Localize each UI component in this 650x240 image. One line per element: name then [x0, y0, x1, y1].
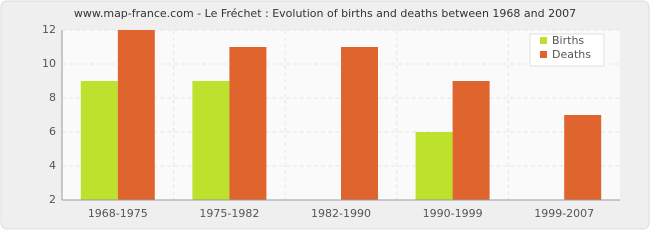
bar	[192, 81, 230, 200]
legend-label: Births	[552, 34, 584, 47]
y-tick-label: 10	[42, 57, 56, 70]
y-tick-label: 12	[42, 23, 56, 36]
x-tick-label: 1990-1999	[423, 207, 483, 220]
bar	[564, 115, 602, 200]
bar	[415, 132, 453, 200]
y-tick-label: 4	[49, 159, 56, 172]
bar	[229, 47, 267, 200]
legend-label: Deaths	[552, 48, 591, 61]
chart: www.map-france.com - Le Fréchet : Evolut…	[0, 0, 650, 230]
chart-title: www.map-france.com - Le Fréchet : Evolut…	[74, 7, 576, 20]
x-tick-label: 1968-1975	[88, 207, 148, 220]
bar	[117, 30, 155, 200]
x-tick-label: 1975-1982	[199, 207, 259, 220]
x-tick-label: 1982-1990	[311, 207, 371, 220]
bar	[341, 47, 378, 200]
legend-swatch	[540, 37, 547, 44]
y-tick-label: 6	[49, 125, 56, 138]
bar	[80, 81, 118, 200]
bar	[452, 81, 490, 200]
y-tick-label: 8	[49, 91, 56, 104]
y-tick-label: 2	[49, 193, 56, 206]
legend-swatch	[540, 51, 547, 58]
x-tick-label: 1999-2007	[534, 207, 594, 220]
